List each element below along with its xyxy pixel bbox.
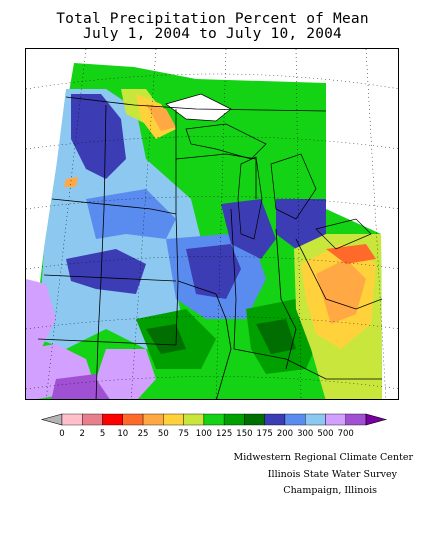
- legend-label: 100: [196, 429, 212, 439]
- legend-label: 50: [158, 429, 169, 439]
- credit-line2: Illinois State Water Survey: [267, 469, 397, 480]
- legend-swatch: [203, 413, 225, 426]
- legend-label: 700: [338, 429, 354, 439]
- legend-swatch: [264, 413, 286, 426]
- legend-swatch: [305, 413, 326, 426]
- legend-label: 500: [317, 429, 333, 439]
- legend-swatch: [102, 413, 123, 426]
- credit-line1: Midwestern Regional Climate Center: [233, 452, 413, 463]
- legend-arrow-high: [365, 413, 388, 426]
- legend-swatch: [142, 413, 164, 426]
- legend-swatch: [223, 413, 245, 426]
- legend-swatch: [163, 413, 184, 426]
- legend-swatch: [183, 413, 205, 426]
- color-legend: 0 2 5 10 25 50 75 100 125 150 175 200 300 500 700: [0, 405, 425, 445]
- legend-label: 25: [138, 429, 149, 439]
- legend-label: 10: [117, 429, 128, 439]
- legend-label: 75: [178, 429, 189, 439]
- legend-label: 2: [80, 429, 85, 439]
- legend-swatch: [244, 413, 265, 426]
- legend-svg: 0 2 5 10 25 50 75 100 125 150 175 200 300 500 700: [40, 413, 388, 439]
- legend-label: 0: [59, 429, 64, 439]
- legend-swatch: [284, 413, 306, 426]
- precipitation-map: [25, 48, 399, 400]
- legend-swatch: [345, 413, 367, 426]
- legend-arrow-low: [40, 413, 63, 426]
- legend-swatch: [122, 413, 144, 426]
- legend-label: 5: [100, 429, 105, 439]
- legend-label: 300: [297, 429, 313, 439]
- legend-swatch: [82, 413, 103, 426]
- legend-swatch: [325, 413, 346, 426]
- legend-swatch: [61, 413, 83, 426]
- credit-line3: Champaign, Illinois: [283, 485, 377, 496]
- map-title-line2: July 1, 2004 to July 10, 2004: [83, 26, 342, 42]
- legend-label: 200: [277, 429, 293, 439]
- legend-label: 150: [236, 429, 252, 439]
- legend-label: 125: [216, 429, 232, 439]
- map-svg: [26, 49, 398, 399]
- map-title-line1: Total Precipitation Percent of Mean: [56, 11, 369, 27]
- legend-label: 175: [257, 429, 273, 439]
